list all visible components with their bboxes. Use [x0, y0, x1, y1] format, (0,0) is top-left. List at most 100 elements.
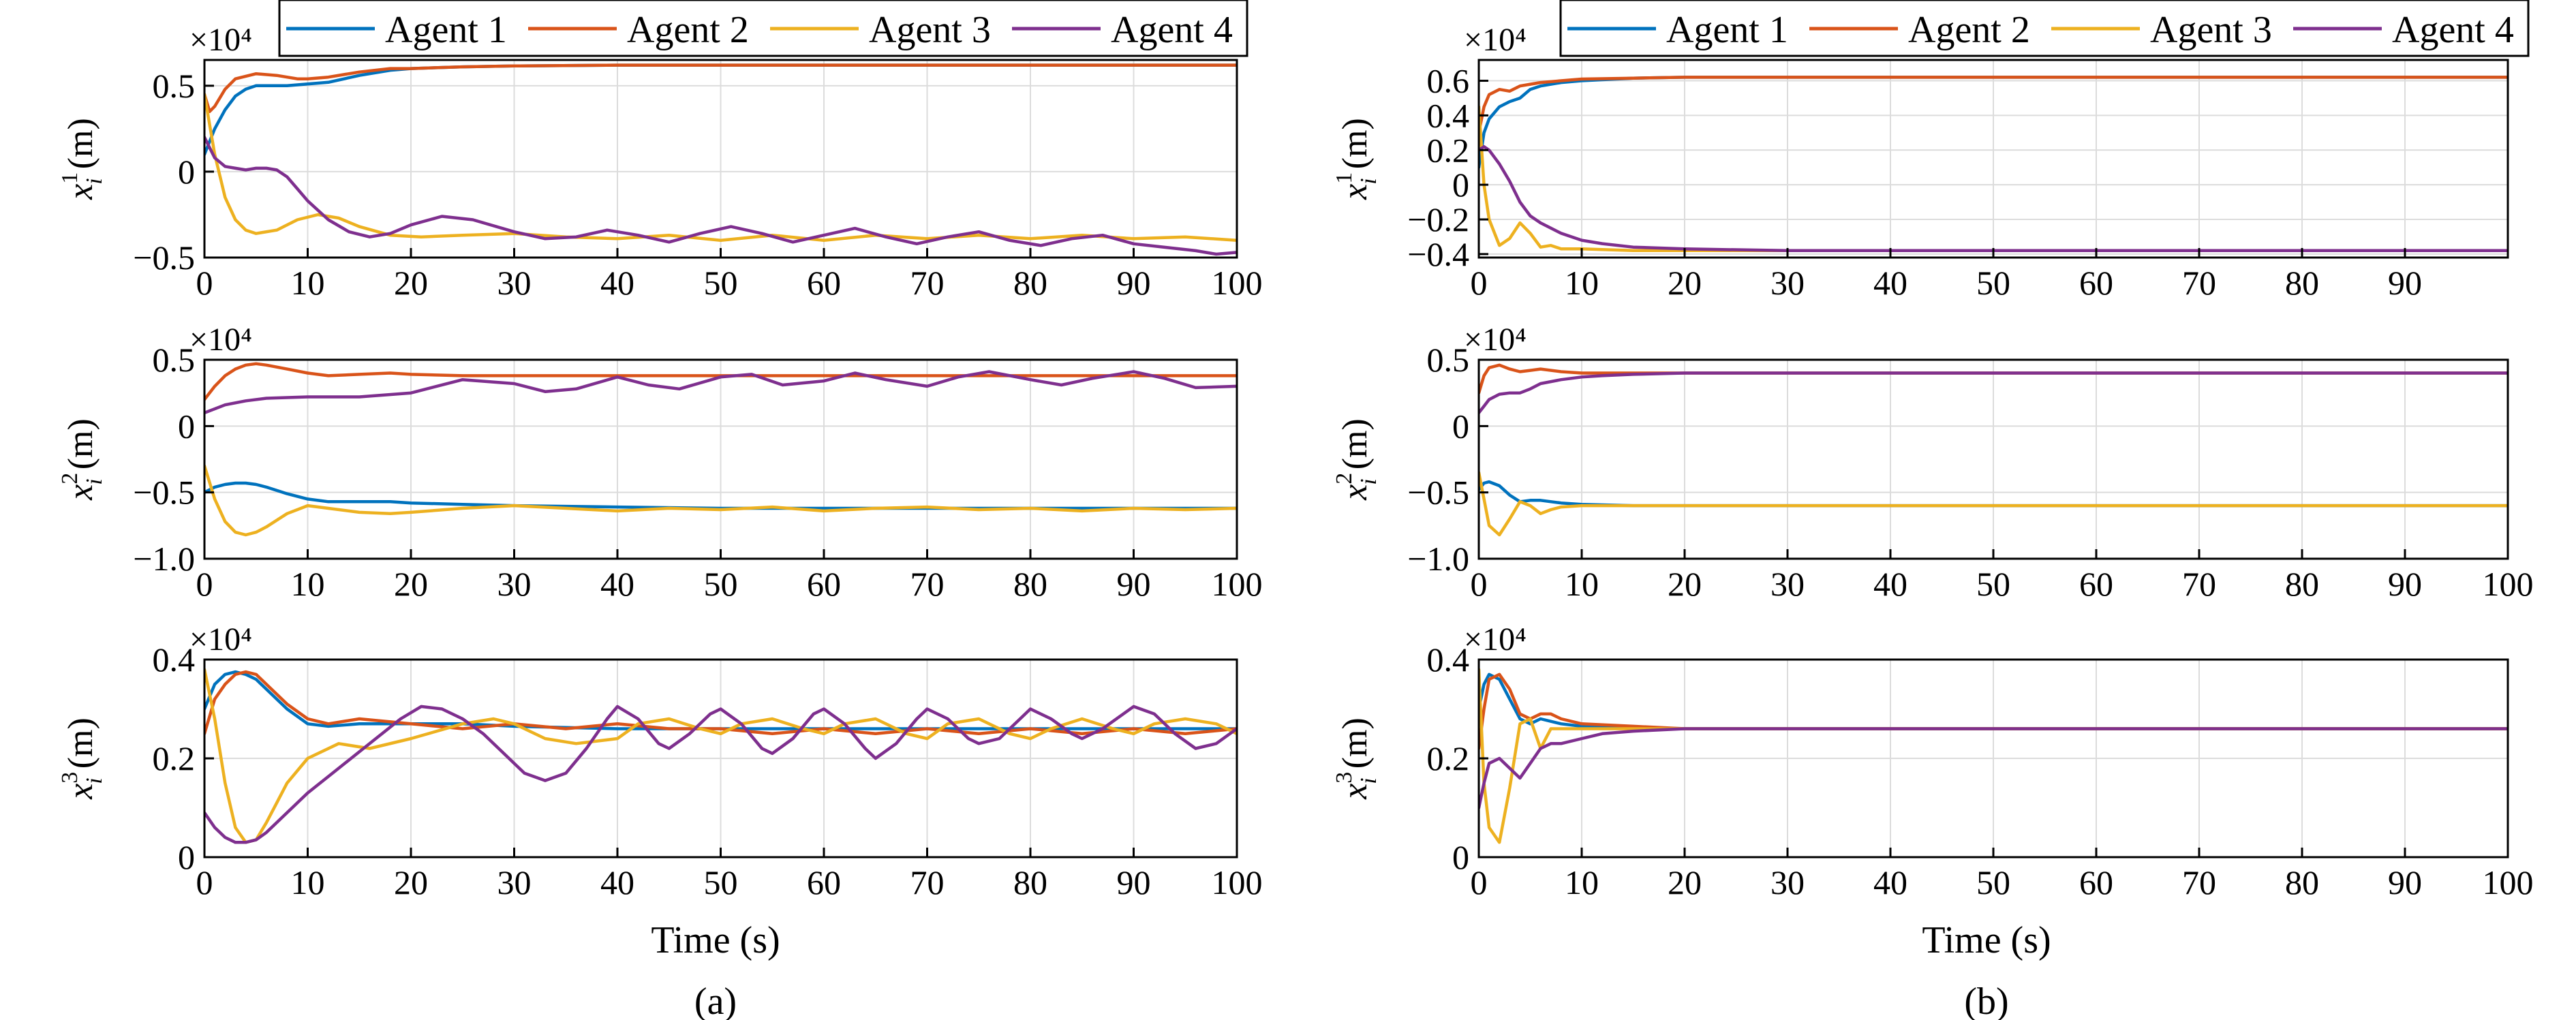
x-tick-label: 10 [291, 863, 325, 901]
series-group [1479, 363, 2508, 537]
x-tick-label: 90 [1117, 264, 1151, 302]
y-axis-label: x2i (m) [1332, 418, 1381, 501]
y-tick-label: −0.5 [133, 474, 195, 512]
series-line-agent4 [204, 370, 1237, 415]
x-axis-label-right: Time (s) [1922, 919, 2051, 961]
x-tick-label: 50 [704, 565, 738, 603]
x-tick-label: 0 [196, 264, 213, 302]
x-tick-label: 100 [1212, 863, 1263, 901]
series-line-agent2 [204, 362, 1237, 401]
x-tick-label: 50 [1976, 264, 2010, 302]
x-tick-label: 60 [807, 565, 841, 603]
series-line-agent3 [1479, 668, 2508, 844]
subplot-a-2: 0 10 20 30 40 50 60 70 80 90 100 −1.0 −0.5 0 0.5×10⁴ x2… [57, 322, 1263, 603]
x-tick-label: 30 [497, 863, 532, 901]
x-tick-label: 10 [1565, 264, 1599, 302]
series-group [204, 63, 1237, 256]
y-tick-label: 0.4 [1427, 640, 1470, 679]
legend-label-agent2: Agent 2 [1908, 9, 2030, 51]
legend-label-agent4: Agent 4 [2392, 9, 2514, 51]
axis-multiplier: ×10⁴ [189, 22, 252, 58]
x-tick-label: 80 [2285, 264, 2319, 302]
y-tick-label: 0 [178, 838, 195, 876]
legend-label-agent4: Agent 4 [1111, 9, 1233, 51]
x-tick-label: 40 [1873, 863, 1907, 901]
x-tick-label: 70 [2182, 264, 2216, 302]
y-tick-label: 0.5 [153, 341, 196, 379]
subplot-a-3: 0 10 20 30 40 50 60 70 80 90 100 0 0.2 0.4×10⁴ x3i (m) [57, 621, 1263, 901]
subplot-b-1: 0 10 20 30 40 50 60 70 80 90−0.4−0.200.20.40.6×10… [1332, 22, 2509, 302]
x-tick-label: 20 [1668, 565, 1702, 603]
y-tick-label: −0.4 [1407, 235, 1469, 273]
x-tick-label: 50 [1976, 565, 2010, 603]
series-line-agent4 [1479, 144, 2508, 253]
y-tick-label: 0.5 [153, 67, 196, 105]
x-tick-label: 40 [1873, 264, 1907, 302]
caption-a: (a) [694, 980, 737, 1020]
legend-label-agent3: Agent 3 [869, 9, 991, 51]
x-tick-label: 0 [1471, 565, 1488, 603]
x-tick-label: 90 [1117, 565, 1151, 603]
x-tick-label: 90 [1117, 863, 1151, 901]
x-tick-label: 0 [1471, 863, 1488, 901]
y-tick-label: 0.2 [1427, 739, 1470, 777]
x-tick-label: 0 [196, 863, 213, 901]
x-tick-label: 30 [1770, 565, 1805, 603]
legend-label-agent3: Agent 3 [2150, 9, 2272, 51]
x-tick-label: 40 [1873, 565, 1907, 603]
x-tick-label: 30 [1770, 264, 1805, 302]
x-axis-label-left: Time (s) [651, 919, 780, 961]
y-tick-label: 0.4 [1427, 96, 1470, 134]
x-tick-label: 100 [2483, 565, 2534, 603]
series-group [1479, 76, 2508, 253]
y-axis-label: x3i (m) [1332, 717, 1381, 800]
x-tick-label: 60 [2079, 565, 2113, 603]
x-tick-label: 70 [910, 863, 945, 901]
axis-multiplier: ×10⁴ [1464, 621, 1527, 658]
y-tick-label: −0.2 [1407, 200, 1469, 238]
x-tick-label: 40 [600, 565, 634, 603]
series-group [204, 668, 1237, 844]
series-line-agent4 [204, 705, 1237, 844]
x-tick-label: 60 [807, 863, 841, 901]
series-group [1479, 668, 2508, 844]
y-axis-label: x3i (m) [57, 717, 107, 800]
x-tick-label: 90 [2388, 565, 2422, 603]
x-tick-label: 30 [497, 264, 532, 302]
x-tick-label: 70 [2182, 565, 2216, 603]
x-tick-label: 60 [807, 264, 841, 302]
x-tick-label: 40 [600, 264, 634, 302]
y-tick-label: 0 [178, 407, 195, 445]
series-group [204, 362, 1237, 537]
x-tick-label: 60 [2079, 863, 2113, 901]
x-tick-label: 10 [291, 264, 325, 302]
y-tick-label: −1.0 [1407, 540, 1469, 578]
subplot-b-2: 0 10 20 30 40 50 60 70 80 90 100 −1.0 −0.5 0 0.5×10⁴ x2… [1332, 322, 2534, 603]
x-tick-label: 50 [704, 863, 738, 901]
series-line-agent4 [1479, 727, 2508, 809]
y-tick-label: −0.5 [133, 238, 195, 277]
series-line-agent3 [1479, 471, 2508, 537]
series-line-agent2 [1479, 673, 2508, 750]
x-tick-label: 20 [394, 863, 428, 901]
y-tick-label: 0.2 [1427, 131, 1470, 169]
x-tick-label: 50 [1976, 863, 2010, 901]
legend-label-agent1: Agent 1 [385, 9, 507, 51]
series-line-agent2 [1479, 76, 2508, 135]
x-tick-label: 80 [1013, 565, 1047, 603]
legend-label-agent2: Agent 2 [627, 9, 749, 51]
series-line-agent4 [204, 136, 1237, 256]
y-tick-label: 0 [1452, 838, 1469, 876]
x-tick-label: 20 [394, 264, 428, 302]
x-tick-label: 40 [600, 863, 634, 901]
y-axis-label: x2i (m) [57, 418, 107, 501]
x-tick-label: 70 [910, 565, 945, 603]
y-tick-label: 0.4 [153, 640, 196, 679]
y-tick-label: 0.6 [1427, 62, 1470, 100]
axis-multiplier: ×10⁴ [189, 621, 252, 658]
series-line-agent4 [1479, 371, 2508, 415]
x-tick-label: 90 [2388, 863, 2422, 901]
